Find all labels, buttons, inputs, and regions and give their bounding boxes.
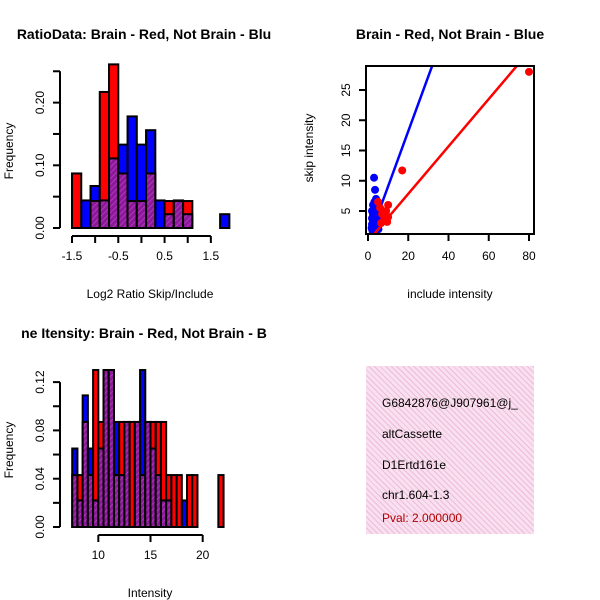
scatter-point-brain bbox=[378, 210, 387, 219]
ratio-y-tick-label: 0.00 bbox=[33, 216, 47, 240]
scatter-ylabel: skip intensity bbox=[302, 114, 316, 183]
scatter-y-tick-label: 20 bbox=[339, 113, 353, 127]
intensity-y-tick-label: 0.08 bbox=[33, 418, 47, 442]
scatter-point-brain bbox=[377, 219, 386, 228]
ratio-histogram-axes: -1.5 -0.5 0.5 1.5 0.00 0.10 0.20 bbox=[33, 70, 220, 263]
scatter-point-brain bbox=[374, 197, 383, 206]
ratio-histogram-panel: RatioData: Brain - Red, Not Brain - Blu … bbox=[2, 26, 271, 301]
info-panel: G6842876@J907961@j_ altCassette D1Ertd16… bbox=[366, 366, 534, 534]
info-location: chr1.604-1.3 bbox=[382, 488, 450, 502]
scatter-point-brain bbox=[525, 67, 533, 76]
ratio-bar-overlap bbox=[108, 157, 120, 230]
scatter-plot-area bbox=[367, 66, 533, 234]
scatter-fit-line-brain bbox=[372, 66, 518, 234]
scatter-x-tick-label: 0 bbox=[365, 249, 372, 263]
intensity-histogram-xlabel: Intensity bbox=[128, 586, 173, 600]
ratio-bar-overlap bbox=[182, 213, 194, 229]
ratio-x-tick-label: 1.5 bbox=[203, 249, 220, 263]
intensity-bar-brain bbox=[191, 474, 199, 528]
ratio-histogram-ylabel: Frequency bbox=[2, 123, 16, 180]
intensity-y-tick-label: 0.12 bbox=[33, 370, 47, 394]
intensity-x-tick-label: 15 bbox=[144, 548, 158, 562]
scatter-clip-group bbox=[367, 66, 533, 234]
scatter-point-notbrain bbox=[371, 185, 380, 194]
scatter-point-notbrain bbox=[367, 223, 376, 232]
scatter-point-brain bbox=[383, 217, 392, 226]
ratio-bar-overlap bbox=[172, 200, 185, 230]
ratio-y-tick-label: 0.20 bbox=[33, 91, 47, 115]
ratio-bar-brain bbox=[71, 172, 83, 229]
intensity-x-tick-label: 20 bbox=[196, 548, 210, 562]
ratio-x-tick-label: -0.5 bbox=[108, 249, 129, 263]
ratio-x-tick-label: -1.5 bbox=[62, 249, 83, 263]
intensity-histogram-ylabel: Frequency bbox=[2, 422, 16, 479]
intensity-y-tick-label: 0.00 bbox=[33, 515, 47, 539]
scatter-y-tick-label: 5 bbox=[339, 207, 353, 214]
ratio-histogram-xlabel: Log2 Ratio Skip/Include bbox=[87, 287, 214, 301]
ratio-bar-overlap bbox=[117, 172, 129, 229]
intensity-y-tick-label: 0.04 bbox=[33, 467, 47, 491]
intensity-histogram-panel: ne Itensity: Brain - Red, Not Brain - B … bbox=[2, 325, 267, 600]
ratio-bar-overlap bbox=[135, 200, 148, 230]
info-gene: D1Ertd161e bbox=[382, 458, 447, 472]
scatter-title: Brain - Red, Not Brain - Blue bbox=[356, 26, 544, 42]
scatter-x-tick-label: 40 bbox=[442, 249, 456, 263]
scatter-y-tick-label: 15 bbox=[339, 144, 353, 158]
scatter-point-notbrain bbox=[370, 173, 379, 182]
scatter-x-tick-label: 60 bbox=[482, 249, 496, 263]
ratio-histogram-bars bbox=[71, 63, 231, 230]
ratio-bar-overlap bbox=[98, 199, 111, 230]
info-event-type: altCassette bbox=[382, 427, 443, 441]
scatter-x-tick-label: 20 bbox=[402, 249, 416, 263]
scatter-point-brain bbox=[376, 203, 385, 212]
ratio-bar-notbrain bbox=[154, 199, 166, 230]
ratio-bar-overlap bbox=[89, 200, 101, 230]
scatter-y-tick-label: 25 bbox=[339, 83, 353, 97]
ratio-bar-overlap bbox=[163, 213, 175, 229]
ratio-bar-notbrain bbox=[80, 199, 92, 230]
intensity-histogram-bars bbox=[71, 369, 225, 529]
ratio-x-tick-label: 0.5 bbox=[156, 249, 173, 263]
intensity-scatter-panel: Brain - Red, Not Brain - Blue include in… bbox=[302, 26, 544, 301]
scatter-x-tick-label: 80 bbox=[522, 249, 536, 263]
ratio-y-tick-label: 0.10 bbox=[33, 153, 47, 177]
ratio-bar-overlap bbox=[126, 200, 138, 230]
intensity-histogram-axes: 10 15 20 0.00 0.04 0.08 0.12 bbox=[33, 370, 210, 562]
intensity-bar-brain bbox=[217, 474, 225, 528]
scatter-axes: 0 20 40 60 80 5 10 15 20 25 bbox=[339, 65, 536, 263]
info-pval: Pval: 2.000000 bbox=[382, 511, 463, 525]
scatter-y-tick-label: 10 bbox=[339, 174, 353, 188]
info-id: G6842876@J907961@j_ bbox=[382, 396, 518, 410]
scatter-point-brain bbox=[384, 200, 393, 209]
ratio-bar-overlap bbox=[145, 172, 157, 229]
ratio-histogram-title: RatioData: Brain - Red, Not Brain - Blu bbox=[17, 26, 271, 42]
scatter-plot-frame bbox=[365, 65, 535, 235]
scatter-xlabel: include intensity bbox=[407, 287, 492, 301]
ratio-bar-notbrain bbox=[219, 213, 231, 229]
intensity-x-tick-label: 10 bbox=[92, 548, 106, 562]
intensity-histogram-title: ne Itensity: Brain - Red, Not Brain - B bbox=[21, 325, 267, 341]
scatter-point-brain bbox=[398, 166, 407, 175]
